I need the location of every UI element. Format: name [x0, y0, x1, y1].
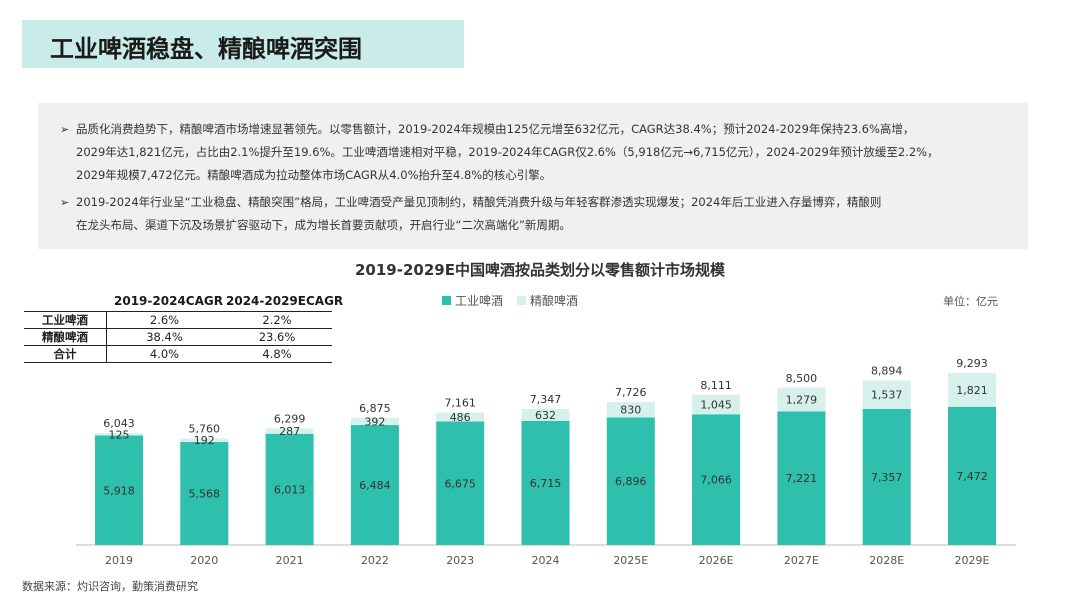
x-tick-label: 2021 [276, 554, 304, 567]
x-tick-label: 2019 [105, 554, 133, 567]
data-label-industrial: 6,675 [444, 477, 476, 490]
data-label-total: 9,293 [956, 357, 988, 370]
data-label-craft: 287 [279, 425, 300, 438]
data-label-craft: 125 [109, 428, 130, 441]
bar-craft [350, 417, 399, 426]
cagr-value: 4.0% [106, 345, 222, 363]
data-label-craft: 486 [450, 411, 471, 424]
legend-label-industrial: 工业啤酒 [455, 294, 504, 308]
bar-craft [436, 412, 485, 422]
data-label-total: 6,299 [274, 412, 306, 425]
summary-line: 2019-2024年行业呈“工业稳盘、精酿突围”格局，工业啤酒受产量见顶制约，精… [76, 195, 882, 209]
bar-craft [862, 380, 911, 409]
bullet-arrow-icon: ➢ [60, 123, 70, 136]
data-label-craft: 1,537 [871, 389, 903, 402]
bar-craft [606, 402, 655, 418]
data-label-total: 6,043 [103, 417, 135, 430]
data-label-total: 7,161 [444, 397, 476, 410]
bar-industrial [692, 414, 741, 545]
summary-line: 在龙头布局、渠道下沉及场景扩容驱动下，成为增长首要贡献项，开启行业“二次高端化”… [76, 218, 571, 232]
x-tick-label: 2025E [613, 554, 648, 567]
bar-industrial [350, 425, 399, 545]
x-tick-label: 2028E [869, 554, 904, 567]
data-label-total: 8,111 [700, 379, 732, 392]
bar-industrial [95, 435, 143, 545]
bar-craft [692, 394, 741, 415]
data-label-craft: 392 [364, 415, 385, 428]
bar-industrial [521, 420, 570, 545]
bar-industrial [265, 433, 314, 545]
cagr-header-2: 2024-2029ECAGR [226, 294, 344, 308]
data-label-industrial: 5,918 [103, 484, 135, 497]
chart-legend: 工业啤酒 精酿啤酒 [442, 292, 578, 309]
bullet-arrow-icon: ➢ [60, 196, 70, 209]
data-label-craft: 632 [535, 409, 556, 422]
data-label-industrial: 6,896 [615, 475, 647, 488]
data-label-industrial: 6,484 [359, 479, 391, 492]
data-label-industrial: 5,568 [189, 487, 221, 500]
bar-industrial [777, 411, 826, 545]
summary-bullet-2: 2019-2024年行业呈“工业稳盘、精酿突围”格局，工业啤酒受产量见顶制约，精… [76, 191, 881, 237]
data-label-industrial: 7,221 [786, 472, 818, 485]
legend-swatch-industrial [442, 296, 451, 305]
bar-craft [180, 438, 229, 442]
summary-box: ➢ 品质化消费趋势下，精酿啤酒市场增速显著领先。以零售额计，2019-2024年… [38, 103, 1028, 249]
bar-industrial [948, 406, 996, 545]
data-label-total: 8,500 [786, 372, 818, 385]
summary-line: 2029年规模7,472亿元。精酿啤酒成为拉动整体市场CAGR从4.0%抬升至4… [76, 168, 552, 182]
title-bar: 工业啤酒稳盘、精酿啤酒突围 [22, 20, 464, 68]
x-tick-label: 2023 [446, 554, 474, 567]
bar-industrial [606, 417, 655, 545]
data-source: 数据来源：灼识咨询，勤策消费研究 [22, 580, 198, 593]
cagr-header-1: 2019-2024CAGR [114, 294, 223, 308]
data-label-industrial: 7,066 [700, 474, 732, 487]
data-label-total: 6,875 [359, 402, 391, 415]
summary-line: 品质化消费趋势下，精酿啤酒市场增速显著领先。以零售额计，2019-2024年规模… [76, 122, 915, 136]
data-label-craft: 1,279 [786, 394, 818, 407]
bar-craft [95, 433, 143, 436]
cagr-row-label: 精酿啤酒 [24, 328, 107, 346]
cagr-value: 4.8% [222, 345, 332, 363]
bar-craft [948, 373, 996, 407]
unit-label: 单位：亿元 [943, 295, 998, 308]
x-tick-label: 2029E [955, 554, 990, 567]
summary-line: 2029年达1,821亿元，占比由2.1%提升至19.6%。工业啤酒增速相对平稳… [76, 145, 939, 159]
cagr-value: 23.6% [222, 328, 332, 346]
data-label-craft: 1,045 [700, 399, 732, 412]
bar-industrial [180, 441, 229, 545]
bar-industrial [436, 421, 485, 545]
data-label-industrial: 7,472 [956, 470, 988, 483]
bar-craft [265, 428, 314, 434]
data-label-craft: 192 [194, 434, 215, 447]
x-tick-label: 2026E [699, 554, 734, 567]
data-label-craft: 1,821 [956, 384, 988, 397]
bar-industrial [862, 408, 911, 545]
cagr-row-label: 合计 [24, 345, 107, 363]
data-label-industrial: 6,013 [274, 483, 306, 496]
x-tick-label: 2027E [784, 554, 819, 567]
data-label-total: 7,347 [530, 393, 562, 406]
data-label-total: 5,760 [189, 422, 221, 435]
data-label-industrial: 7,357 [871, 471, 903, 484]
data-label-total: 8,894 [871, 364, 903, 377]
bar-craft [777, 387, 826, 412]
x-tick-label: 2022 [361, 554, 389, 567]
page-title: 工业啤酒稳盘、精酿啤酒突围 [50, 35, 362, 63]
chart-title: 2019-2029E中国啤酒按品类划分以零售额计市场规模 [355, 261, 725, 279]
bar-craft [521, 409, 570, 421]
legend-swatch-craft [517, 296, 527, 305]
legend-label-craft: 精酿啤酒 [530, 294, 579, 308]
data-label-total: 7,726 [615, 386, 647, 399]
cagr-table: 工业啤酒 2.6% 2.2% 精酿啤酒 38.4% 23.6% 合计 4.0% … [24, 311, 332, 363]
data-label-craft: 830 [620, 404, 641, 417]
summary-bullet-1: 品质化消费趋势下，精酿啤酒市场增速显著领先。以零售额计，2019-2024年规模… [76, 118, 939, 187]
x-tick-label: 2024 [532, 554, 560, 567]
table-row: 合计 4.0% 4.8% [24, 345, 332, 363]
data-label-industrial: 6,715 [530, 477, 562, 490]
x-tick-label: 2020 [190, 554, 218, 567]
